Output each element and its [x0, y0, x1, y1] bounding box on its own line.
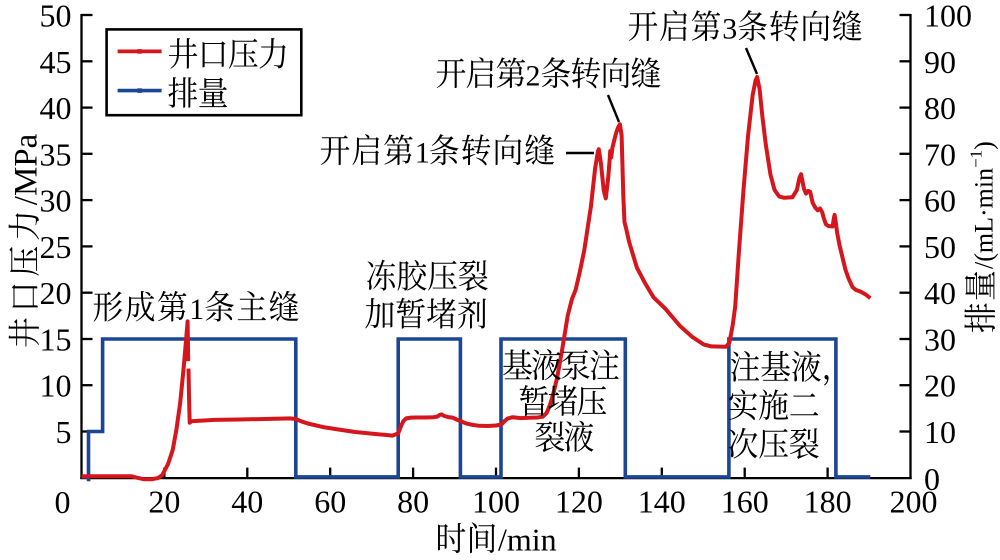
svg-text:40: 40 — [40, 90, 72, 126]
svg-text:70: 70 — [924, 136, 956, 172]
svg-text:50: 50 — [40, 0, 72, 34]
svg-text:180: 180 — [804, 484, 852, 520]
svg-text:60: 60 — [924, 183, 956, 219]
svg-text:15: 15 — [40, 322, 72, 358]
svg-text:40: 40 — [924, 275, 956, 311]
svg-text:10: 10 — [40, 368, 72, 404]
svg-text:100: 100 — [924, 0, 972, 34]
svg-text:/MPa: /MPa — [9, 133, 45, 205]
svg-text:80: 80 — [397, 484, 429, 520]
svg-text:80: 80 — [924, 90, 956, 126]
svg-text:60: 60 — [314, 484, 346, 520]
svg-text:140: 140 — [638, 484, 686, 520]
svg-text:20: 20 — [148, 484, 180, 520]
svg-text:30: 30 — [40, 183, 72, 219]
svg-text:/min: /min — [498, 522, 557, 558]
svg-text:0: 0 — [55, 484, 71, 520]
svg-text:20: 20 — [40, 275, 72, 311]
svg-text:120: 120 — [555, 484, 603, 520]
svg-text:25: 25 — [40, 229, 72, 265]
svg-text:90: 90 — [924, 44, 956, 80]
svg-text:100: 100 — [472, 484, 520, 520]
svg-text:1: 1 — [189, 293, 204, 326]
svg-text:160: 160 — [721, 484, 769, 520]
svg-text:0: 0 — [924, 461, 940, 497]
svg-text:30: 30 — [924, 322, 956, 358]
svg-text:35: 35 — [40, 136, 72, 172]
svg-text:2: 2 — [526, 60, 541, 93]
svg-text:45: 45 — [40, 44, 72, 80]
svg-text:40: 40 — [231, 484, 263, 520]
svg-text:10: 10 — [924, 414, 956, 450]
svg-text:3: 3 — [722, 13, 737, 46]
svg-text:20: 20 — [924, 368, 956, 404]
svg-text:5: 5 — [56, 414, 72, 450]
svg-text:200: 200 — [890, 484, 938, 520]
svg-text:50: 50 — [924, 229, 956, 265]
svg-text:1: 1 — [415, 137, 430, 170]
